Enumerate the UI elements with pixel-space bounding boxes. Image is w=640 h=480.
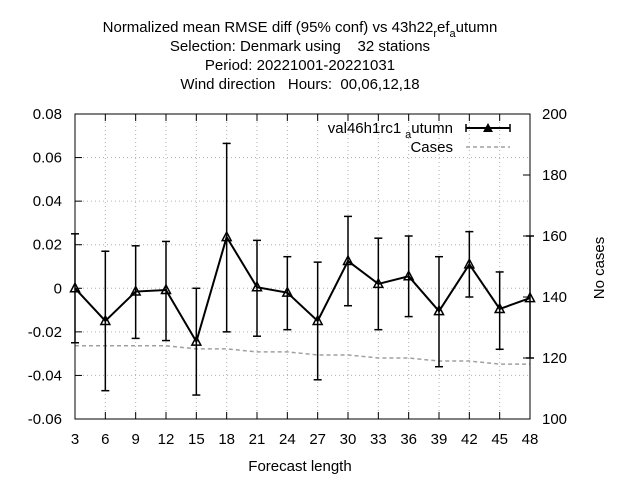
title-mid: ef bbox=[437, 19, 450, 36]
title-line-4: Wind direction Hours: 00,06,12,18 bbox=[180, 76, 419, 93]
data-point bbox=[372, 277, 385, 289]
x-tick-label: 39 bbox=[431, 431, 448, 448]
x-tick-label: 48 bbox=[522, 431, 539, 448]
y2-tick-label: 100 bbox=[542, 411, 567, 428]
data-point bbox=[220, 230, 233, 242]
y2-tick-label: 120 bbox=[542, 350, 567, 367]
legend-label-cases: Cases bbox=[410, 139, 453, 156]
data-point bbox=[493, 302, 506, 314]
error-bars bbox=[71, 142, 534, 396]
legend-swatch-main bbox=[465, 123, 511, 132]
x-tick-label: 3 bbox=[71, 431, 79, 448]
y2-tick-label: 200 bbox=[542, 106, 567, 123]
legend: val46h1rc1 autumn Cases bbox=[328, 120, 511, 156]
x-tick-label: 27 bbox=[309, 431, 326, 448]
y-tick-label: -0.04 bbox=[28, 367, 62, 384]
title-line-3: Period: 20221001-20221031 bbox=[205, 57, 395, 74]
plot-frame bbox=[74, 113, 531, 420]
title-sub-r: r bbox=[433, 28, 437, 40]
data-point bbox=[402, 269, 415, 281]
x-tick-label: 36 bbox=[400, 431, 417, 448]
y-tick-label: 0.04 bbox=[33, 193, 62, 210]
y2-axis-label: No cases bbox=[591, 237, 608, 300]
main-series bbox=[69, 230, 536, 346]
cases-line bbox=[75, 345, 530, 365]
y-tick-label: 0.08 bbox=[33, 106, 62, 123]
x-tick-label: 30 bbox=[340, 431, 357, 448]
x-tick-label: 15 bbox=[188, 431, 205, 448]
x-tick-label: 12 bbox=[158, 431, 175, 448]
legend-main-name: val46h1rc1 bbox=[328, 120, 401, 137]
data-point bbox=[311, 314, 324, 326]
x-tick-label: 21 bbox=[249, 431, 266, 448]
legend-main-sub: a bbox=[405, 129, 412, 141]
y2-ticks: 100 120 140 160 180 200 bbox=[523, 106, 567, 428]
data-point bbox=[129, 284, 142, 296]
title-sub-a: a bbox=[450, 28, 457, 40]
x-tick-label: 24 bbox=[279, 431, 296, 448]
y2-tick-label: 180 bbox=[542, 167, 567, 184]
data-point bbox=[99, 314, 112, 326]
data-point bbox=[160, 283, 172, 295]
x-tick-label: 18 bbox=[218, 431, 235, 448]
x-axis-label: Forecast length bbox=[248, 458, 351, 475]
y-ticks: -0.06 -0.04 -0.02 0 0.02 0.04 0.06 0.08 bbox=[28, 106, 82, 428]
x-ticks: 3 6 9 12 15 18 21 24 27 30 33 36 39 42 45 48 bbox=[71, 114, 539, 448]
title-line-2: Selection: Denmark using 32 stations bbox=[170, 38, 430, 55]
title-line-1: Normalized mean RMSE diff (95% conf) vs … bbox=[103, 19, 498, 40]
legend-label-main: val46h1rc1 autumn bbox=[328, 120, 453, 141]
x-tick-label: 6 bbox=[101, 431, 109, 448]
y-tick-label: -0.06 bbox=[28, 411, 62, 428]
grid bbox=[74, 113, 531, 420]
main-line bbox=[74, 234, 531, 345]
data-point bbox=[463, 257, 476, 269]
y-tick-label: 0 bbox=[54, 280, 62, 297]
title-line-1-main: Normalized mean RMSE diff (95% conf) vs … bbox=[103, 19, 434, 36]
cases-series bbox=[75, 345, 530, 365]
x-tick-label: 9 bbox=[131, 431, 139, 448]
y-tick-label: 0.02 bbox=[33, 237, 62, 254]
y2-tick-label: 160 bbox=[542, 228, 567, 245]
y-tick-label: 0.06 bbox=[33, 150, 62, 167]
legend-main-end: utumn bbox=[411, 120, 453, 137]
x-tick-label: 33 bbox=[370, 431, 387, 448]
data-point bbox=[342, 254, 354, 266]
data-point bbox=[251, 280, 263, 292]
data-point bbox=[433, 304, 445, 316]
y-tick-label: -0.02 bbox=[28, 324, 62, 341]
data-point bbox=[281, 286, 294, 297]
y2-tick-label: 140 bbox=[542, 289, 567, 306]
x-tick-label: 45 bbox=[491, 431, 508, 448]
title-end: utumn bbox=[456, 19, 498, 36]
x-tick-label: 42 bbox=[461, 431, 478, 448]
chart-title: Normalized mean RMSE diff (95% conf) vs … bbox=[103, 19, 498, 93]
data-point bbox=[190, 335, 203, 346]
